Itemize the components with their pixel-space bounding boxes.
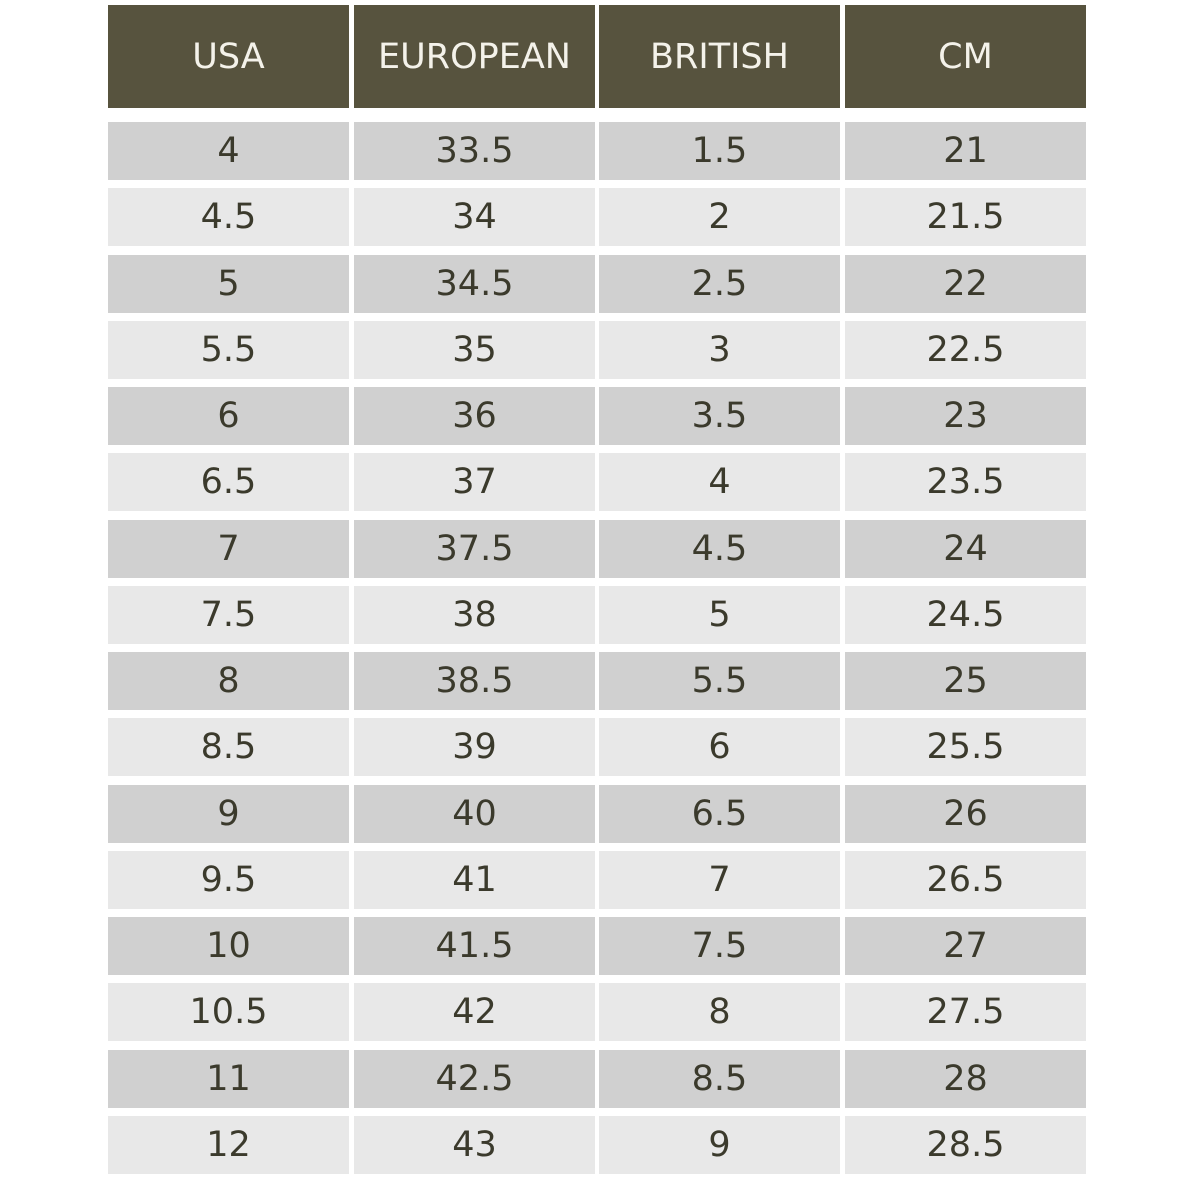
table-cell: 23 — [845, 387, 1086, 445]
table-cell: 11 — [108, 1049, 349, 1108]
table-cell: 3.5 — [599, 387, 840, 445]
table-cell: 25.5 — [845, 718, 1086, 777]
table-cell: 10.5 — [108, 983, 349, 1042]
table-cell: 42 — [354, 983, 595, 1042]
table-cell: 5 — [599, 585, 840, 644]
header-cell: EUROPEAN — [354, 5, 595, 108]
table-cell: 3 — [599, 320, 840, 379]
table-cell: 28.5 — [845, 1115, 1086, 1174]
header-cell: USA — [108, 5, 349, 108]
table-cell: 27.5 — [845, 983, 1086, 1042]
table-cell: 26 — [845, 784, 1086, 843]
table-cell: 24.5 — [845, 585, 1086, 644]
table-cell: 4.5 — [108, 188, 349, 247]
table-cell: 38.5 — [354, 652, 595, 710]
table-cell: 4 — [599, 453, 840, 512]
table-cell: 8 — [108, 652, 349, 710]
table-cell: 28 — [845, 1049, 1086, 1108]
table-cell: 4 — [108, 122, 349, 180]
table-cell: 21 — [845, 122, 1086, 180]
table-cell: 38 — [354, 585, 595, 644]
table-cell: 33.5 — [354, 122, 595, 180]
table-cell: 6.5 — [108, 453, 349, 512]
table-cell: 8.5 — [599, 1049, 840, 1108]
table-cell: 23.5 — [845, 453, 1086, 512]
table-cell: 1.5 — [599, 122, 840, 180]
table-cell: 8.5 — [108, 718, 349, 777]
table-cell: 22.5 — [845, 320, 1086, 379]
table-cell: 34 — [354, 188, 595, 247]
table-cell: 36 — [354, 387, 595, 445]
table-cell: 27 — [845, 917, 1086, 975]
table-cell: 7 — [108, 519, 349, 578]
table-cell: 41.5 — [354, 917, 595, 975]
header-cell: CM — [845, 5, 1086, 108]
table-cell: 4.5 — [599, 519, 840, 578]
table-cell: 5.5 — [599, 652, 840, 710]
table-cell: 9 — [599, 1115, 840, 1174]
table-cell: 5 — [108, 254, 349, 313]
table-cell: 6.5 — [599, 784, 840, 843]
table-cell: 7.5 — [599, 917, 840, 975]
table-cell: 5.5 — [108, 320, 349, 379]
table-cell: 6 — [108, 387, 349, 445]
table-cell: 9.5 — [108, 850, 349, 909]
table-cell: 41 — [354, 850, 595, 909]
table-cell: 37.5 — [354, 519, 595, 578]
table-cell: 6 — [599, 718, 840, 777]
table-cell: 24 — [845, 519, 1086, 578]
table-cell: 26.5 — [845, 850, 1086, 909]
table-cell: 21.5 — [845, 188, 1086, 247]
table-cell: 37 — [354, 453, 595, 512]
table-cell: 12 — [108, 1115, 349, 1174]
table-cell: 2.5 — [599, 254, 840, 313]
table-cell: 9 — [108, 784, 349, 843]
table-cell: 42.5 — [354, 1049, 595, 1108]
table-cell: 35 — [354, 320, 595, 379]
table-cell: 10 — [108, 917, 349, 975]
table-cell: 7 — [599, 850, 840, 909]
header-cell: BRITISH — [599, 5, 840, 108]
table-cell: 39 — [354, 718, 595, 777]
table-cell: 7.5 — [108, 585, 349, 644]
table-cell: 8 — [599, 983, 840, 1042]
table-cell: 22 — [845, 254, 1086, 313]
table-cell: 2 — [599, 188, 840, 247]
table-cell: 43 — [354, 1115, 595, 1174]
table-cell: 40 — [354, 784, 595, 843]
table-cell: 34.5 — [354, 254, 595, 313]
table-cell: 25 — [845, 652, 1086, 710]
